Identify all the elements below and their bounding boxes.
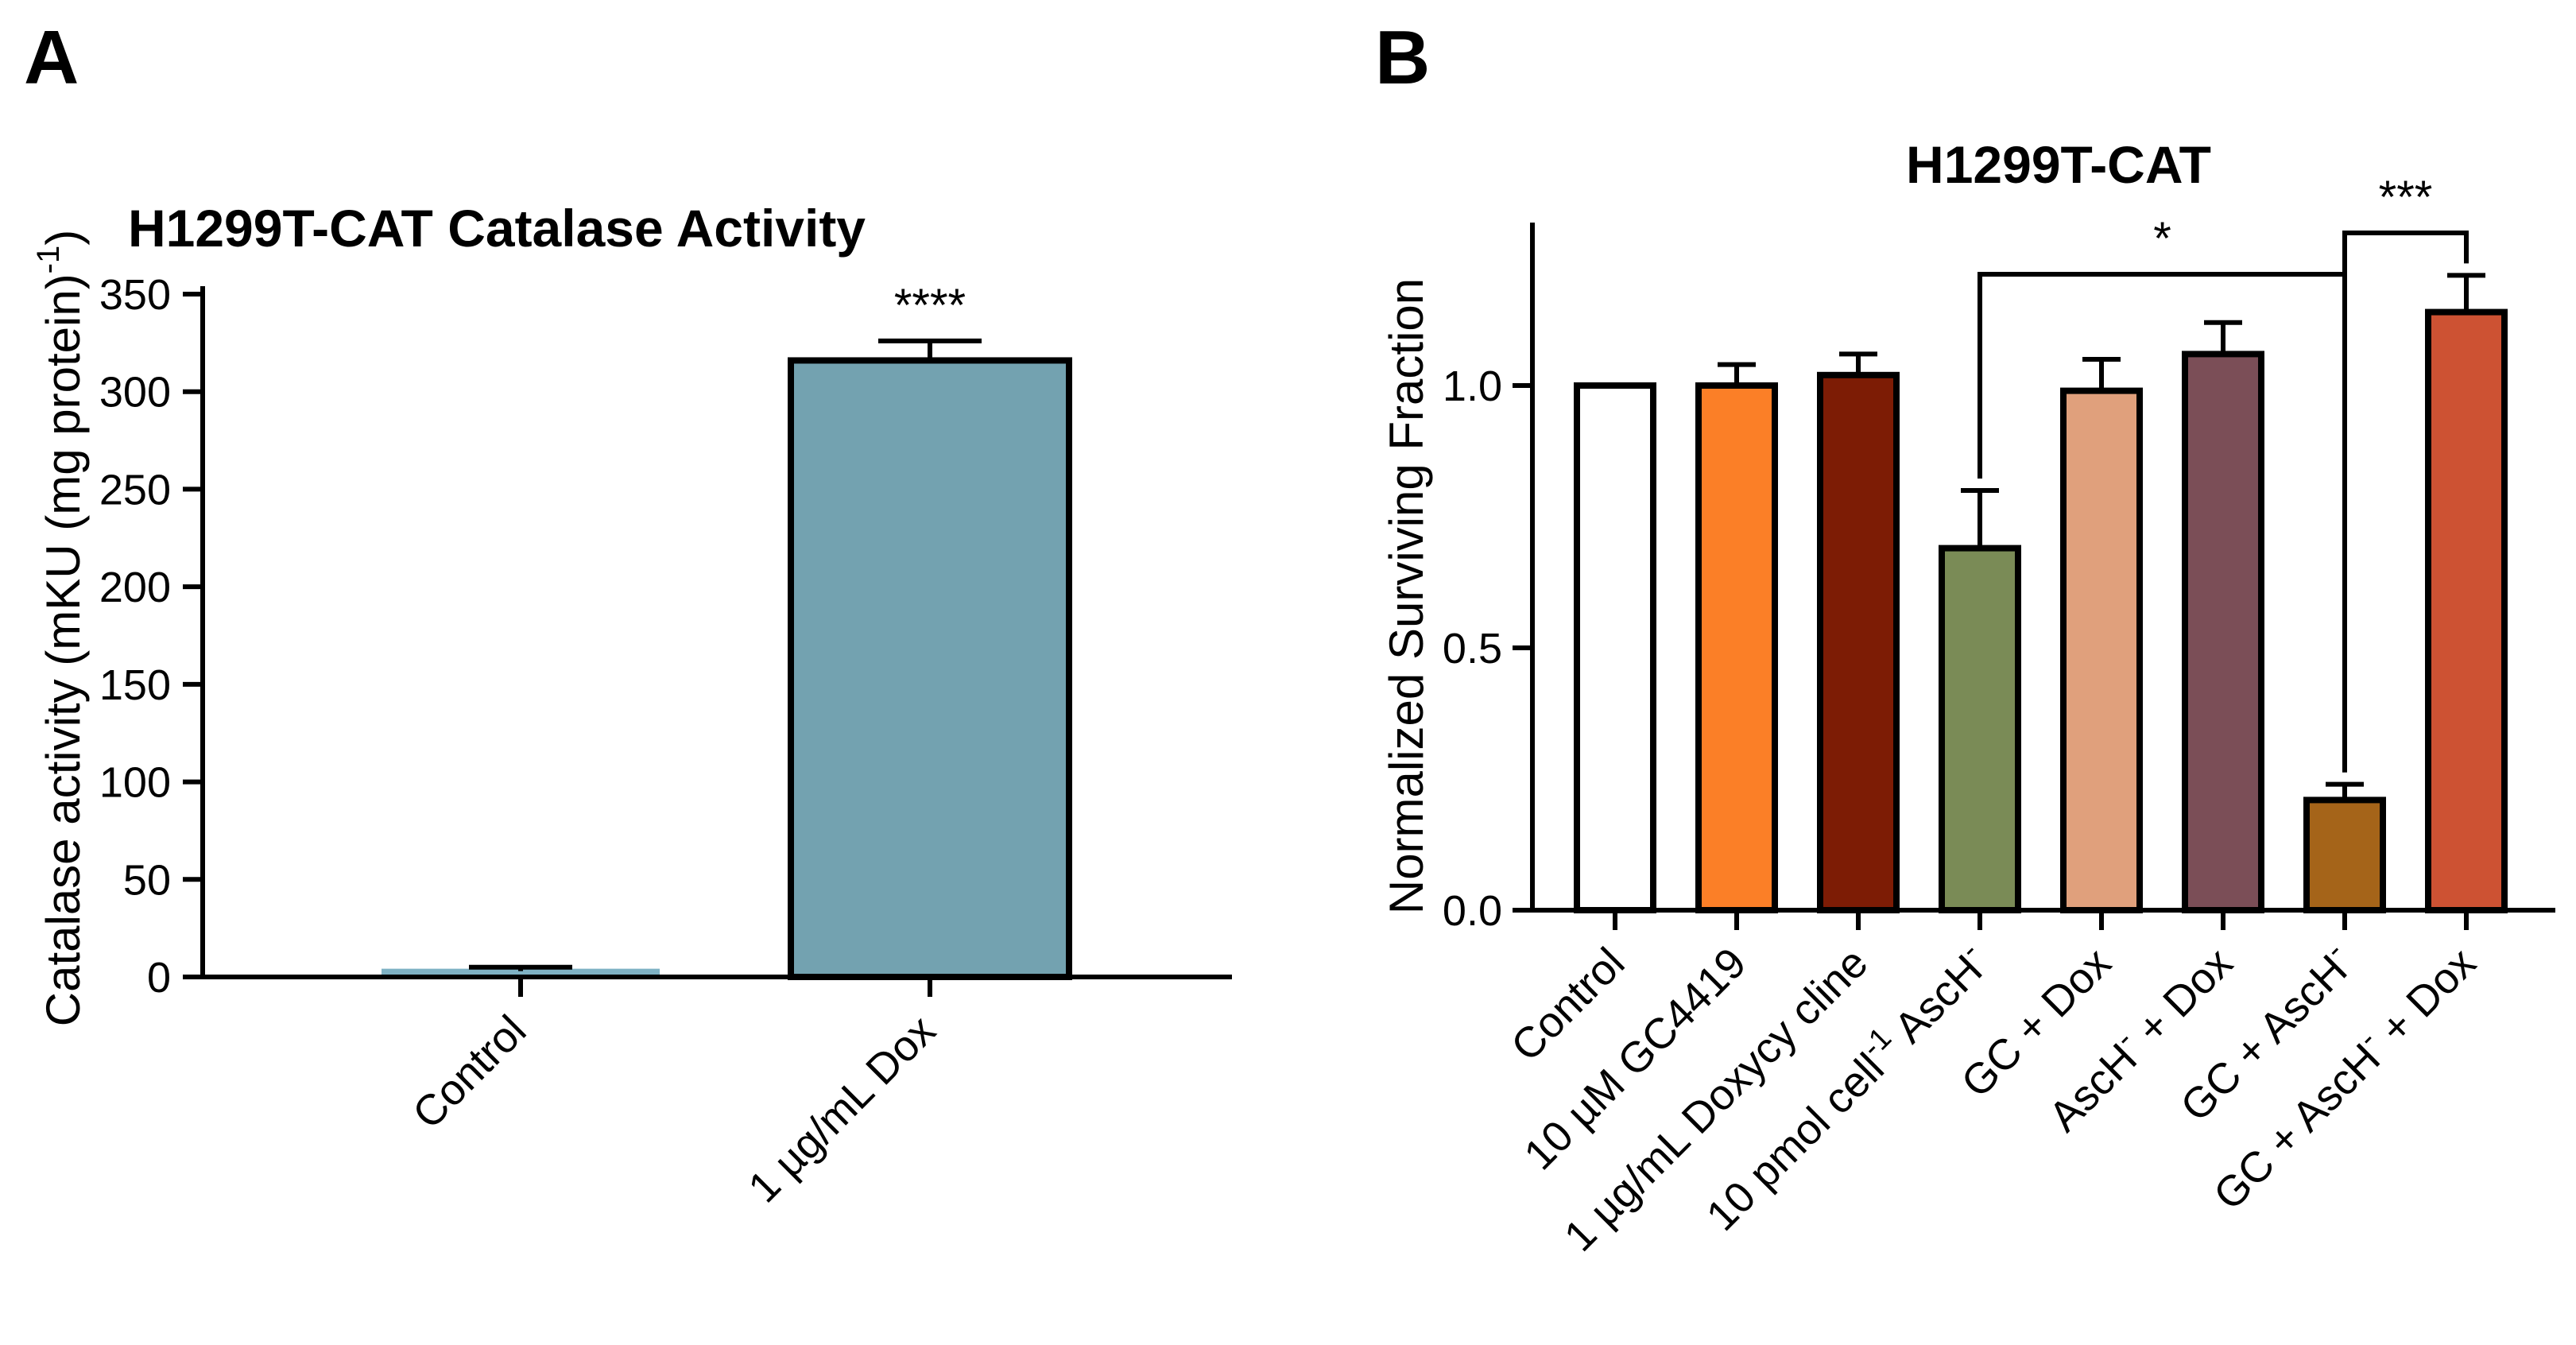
panel-b-bar-gc-asch <box>2303 797 2386 914</box>
panel-a-title: H1299T-CAT Catalase Activity <box>128 199 866 258</box>
panel-b-bar-gc-dox-error-bar <box>2082 357 2121 391</box>
panel-a-category-label: 1 µg/mL Dox <box>739 1006 944 1211</box>
panel-b-significance-label: * <box>2153 213 2171 265</box>
category-text: 10 µM GC4419 <box>1515 939 1755 1179</box>
panel-a-y-ticks: 0 50 100 150 200 250 300 350 <box>99 271 203 1002</box>
panel-a-significance: **** <box>894 280 966 331</box>
panel-b-bar-gc-dox <box>2060 387 2143 914</box>
panel-a-bar-1-g-ml-dox <box>788 357 1072 980</box>
panel-a-y-tick-label: 50 <box>123 856 171 904</box>
panel-a-y-tick-label: 100 <box>99 759 171 807</box>
panel-a-y-axis-label-suffix: ) <box>37 230 90 246</box>
panel-b-label: B <box>1375 15 1430 100</box>
panel-b-bar-gc-asch-error-bar <box>2326 781 2364 800</box>
panel-b-bar-gc-asch-dox-error-bar <box>2447 273 2485 312</box>
panel-b-bar-10-m-gc4419-error-bar <box>1718 362 1756 386</box>
panel-b-bar-gc-asch-dox <box>2425 308 2508 914</box>
panel-a-significance-label: **** <box>894 280 966 331</box>
panel-a-bar-1-g-ml-dox-error-bar <box>878 338 982 361</box>
panel-b-significance: **** <box>1978 172 2469 773</box>
panel-b-category-label: 10 µM GC4419 <box>1515 939 1755 1179</box>
panel-a-categories: Control 1 µg/mL Dox <box>404 977 944 1211</box>
panel-a-y-axis-label-superscript: -1 <box>31 246 66 274</box>
panel-b-significance-label: *** <box>2379 172 2433 223</box>
category-spacer: ​ <box>2347 956 2360 969</box>
panel-a-category-label: Control <box>404 1006 536 1138</box>
panel-a-bar-control <box>382 968 660 977</box>
panel-a-label: A <box>24 15 79 100</box>
panel-b-bar-10-pmol-cell-1-asch-error-bar <box>1961 488 1999 548</box>
panel-b-bar-10-m-gc4419 <box>1695 382 1778 913</box>
panel-b-bar-asch-dox <box>2182 351 2264 913</box>
panel-a-bar-control-error-bar <box>469 964 572 971</box>
panel-b-y-ticks: 0.0 0.5 1.0 <box>1443 362 1532 935</box>
panel-a-y-tick-label: 150 <box>99 661 171 709</box>
panel-b-y-tick-label: 1.0 <box>1443 362 1502 410</box>
panel-b-bar-control <box>1574 382 1656 913</box>
panel-b: B H1299T-CAT Normalized Surviving Fracti… <box>1375 15 2555 1261</box>
panel-b-y-axis-label: Normalized Surviving Fraction <box>1380 278 1433 914</box>
category-text-after: + Dox <box>2120 939 2242 1061</box>
panel-a-y-tick-label: 250 <box>99 466 171 514</box>
panel-a: A H1299T-CAT Catalase Activity Catalase … <box>24 15 1232 1211</box>
category-spacer: ​ <box>1982 956 1995 969</box>
panel-a-y-tick-label: 350 <box>99 271 171 319</box>
panel-a-y-tick-label: 0 <box>147 954 171 1002</box>
panel-b-bar-1-g-ml-doxycycline-error-bar <box>1839 351 1877 375</box>
panel-a-y-tick-label: 300 <box>99 369 171 417</box>
panel-b-y-tick-label: 0.0 <box>1443 887 1502 935</box>
panel-b-bars <box>1574 273 2508 914</box>
panel-a-y-tick-label: 200 <box>99 564 171 611</box>
panel-b-bar-asch-dox-error-bar <box>2204 320 2242 355</box>
panel-b-significance-bracket <box>1978 272 2347 773</box>
panel-a-bars <box>382 338 1072 980</box>
panel-b-significance-bracket <box>2342 231 2469 773</box>
panel-a-y-axis-label: Catalase activity (mKU (mg protein)-1) <box>31 230 90 1027</box>
panel-b-bar-1-g-ml-doxycycline <box>1817 371 1900 913</box>
panel-b-bar-10-pmol-cell-1-asch <box>1939 545 2021 913</box>
category-text-after: + Dox <box>2363 939 2485 1061</box>
panel-a-y-axis-label-main: Catalase activity (mKU (mg protein) <box>37 273 90 1026</box>
panel-b-y-tick-label: 0.5 <box>1443 625 1502 672</box>
panel-b-title: H1299T-CAT <box>1906 135 2211 194</box>
